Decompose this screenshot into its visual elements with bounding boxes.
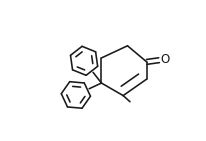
Text: O: O: [160, 53, 169, 66]
